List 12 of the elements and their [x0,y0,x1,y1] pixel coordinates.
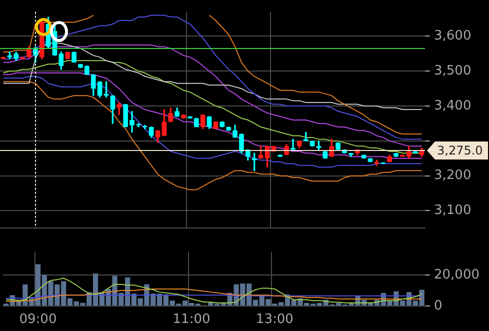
y-tick-label: 20,000 [434,267,480,282]
y-tick-label: 3,500 [434,64,472,79]
y-tick-label: 3,200 [434,168,472,184]
x-tick-label: 13:00 [256,312,294,328]
x-tick-label: 11:00 [172,312,210,328]
y-tick-label: 3,400 [434,98,472,114]
ref-line-label: 3,275.0 [437,144,483,158]
y-tick-label: 3,600 [434,28,472,44]
x-tick-label: 09:00 [19,312,57,328]
candlestick [310,140,315,147]
y-tick-label: 0 [434,298,442,314]
y-tick-label: 3,100 [434,203,472,218]
